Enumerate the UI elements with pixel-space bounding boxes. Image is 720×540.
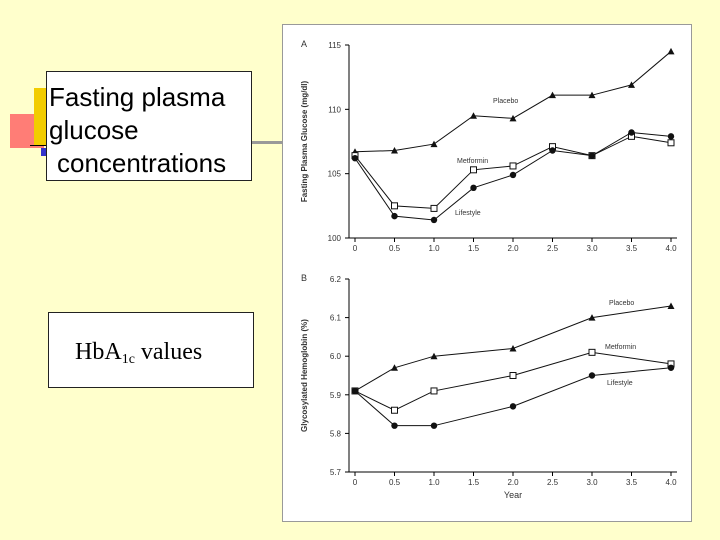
- panel-label: A: [301, 39, 307, 49]
- point-metformin: [588, 348, 596, 356]
- fasting-label-line2: glucose: [49, 115, 139, 145]
- point-placebo: [391, 364, 398, 371]
- hba1c-label-rest: values: [134, 339, 203, 365]
- y-tick-label: 100: [328, 234, 342, 243]
- point-lifestyle: [430, 216, 438, 224]
- x-tick-label: 2.0: [507, 478, 519, 487]
- x-tick-label: 3.0: [586, 478, 598, 487]
- point-placebo: [509, 344, 517, 352]
- point-lifestyle: [667, 133, 675, 140]
- y-tick-label: 5.7: [330, 468, 342, 477]
- series-label-metformin: Metformin: [457, 158, 488, 165]
- series-line-placebo: [354, 305, 672, 392]
- series-line-lifestyle: [354, 367, 672, 427]
- point-lifestyle: [509, 403, 517, 410]
- y-tick-label: 110: [328, 105, 341, 114]
- point-lifestyle: [351, 387, 359, 395]
- point-placebo: [430, 140, 438, 148]
- series-label-lifestyle: Lifestyle: [455, 210, 481, 217]
- point-metformin: [509, 372, 517, 379]
- point-lifestyle: [549, 147, 556, 154]
- point-placebo: [588, 91, 596, 99]
- point-lifestyle: [628, 129, 635, 136]
- series-label-placebo: Placebo: [493, 98, 518, 105]
- x-tick-label: 0: [353, 478, 358, 487]
- point-lifestyle: [351, 155, 359, 162]
- y-tick-label: 5.8: [330, 429, 342, 438]
- point-placebo: [470, 112, 477, 119]
- y-tick-label: 115: [328, 41, 341, 50]
- series-label-lifestyle: Lifestyle: [607, 380, 633, 387]
- x-tick-label: 4.0: [665, 478, 677, 487]
- point-metformin: [430, 204, 438, 212]
- point-metformin: [470, 166, 477, 174]
- y-tick-label: 5.9: [330, 391, 342, 400]
- point-placebo: [549, 91, 556, 99]
- hba1c-label-sub: 1c: [121, 352, 135, 367]
- y-tick-label: 6.1: [330, 314, 342, 323]
- point-placebo: [667, 302, 675, 310]
- point-metformin: [667, 139, 675, 147]
- series-line-metformin: [354, 351, 672, 411]
- point-metformin: [391, 202, 398, 210]
- point-lifestyle: [391, 422, 398, 429]
- x-tick-label: 2.5: [547, 244, 559, 253]
- x-tick-label: 3.5: [626, 478, 638, 487]
- point-metformin: [509, 162, 517, 170]
- decor-blue-square: [41, 148, 49, 156]
- y-tick-label: 6.2: [330, 275, 342, 284]
- point-lifestyle: [667, 364, 675, 371]
- point-metformin: [391, 406, 398, 414]
- hba1c-label-a: A: [104, 339, 122, 365]
- series-label-metformin: Metformin: [605, 344, 636, 351]
- point-lifestyle: [430, 422, 438, 429]
- point-placebo: [509, 114, 517, 122]
- series-label-placebo: Placebo: [609, 300, 634, 307]
- x-axis-label: Year: [504, 490, 522, 500]
- point-placebo: [667, 47, 675, 55]
- x-tick-label: 3.0: [586, 244, 598, 253]
- point-lifestyle: [391, 212, 398, 220]
- y-tick-label: 105: [328, 170, 342, 179]
- x-tick-label: 4.0: [665, 244, 677, 253]
- x-tick-label: 0.5: [389, 244, 401, 253]
- chart-panel: 100 105 110 115 0 0.5 1.0 1.5 2.0 2.5 3.0 3.5 4.0 A Fa…: [282, 24, 692, 522]
- x-tick-label: 0.5: [389, 478, 401, 487]
- x-tick-label: 2.0: [507, 244, 519, 253]
- decor-underline: [30, 145, 52, 146]
- x-tick-label: 1.0: [428, 478, 440, 487]
- point-placebo: [391, 147, 398, 154]
- point-lifestyle: [509, 171, 517, 179]
- y-tick-label: 6.0: [330, 352, 342, 361]
- point-placebo: [430, 352, 438, 360]
- x-tick-label: 1.5: [468, 244, 480, 253]
- connector-bar: [252, 141, 286, 144]
- point-placebo: [588, 314, 596, 321]
- x-tick-label: 1.5: [468, 478, 480, 487]
- hba1c-label-hb: Hb: [75, 339, 105, 365]
- x-tick-label: 0: [353, 244, 358, 253]
- charts-svg: 100 105 110 115 0 0.5 1.0 1.5 2.0 2.5 3.0 3.5 4.0 A Fa…: [300, 39, 677, 500]
- fasting-label-line3: concentrations: [57, 148, 227, 178]
- x-tick-label: 1.0: [428, 244, 440, 253]
- point-metformin: [430, 387, 438, 395]
- decor-yellow-bar: [34, 88, 48, 146]
- fasting-label-line1: Fasting plasma: [49, 82, 226, 112]
- hba1c-label-box: HbA1c values: [48, 312, 254, 388]
- panel-label: B: [301, 273, 307, 283]
- fasting-glucose-label-box: Fasting plasma glucose concentrations: [46, 71, 252, 181]
- point-lifestyle: [588, 152, 596, 159]
- point-placebo: [628, 81, 635, 88]
- y-axis-label: Glycosylated Hemoglobin (%): [300, 319, 309, 432]
- hba1c-label: HbA1c values: [75, 339, 202, 368]
- y-axis-label: Fasting Plasma Glucose (mg/dl): [300, 80, 309, 202]
- point-lifestyle: [588, 372, 596, 379]
- x-tick-label: 3.5: [626, 244, 638, 253]
- x-tick-label: 2.5: [547, 478, 559, 487]
- point-lifestyle: [470, 184, 477, 192]
